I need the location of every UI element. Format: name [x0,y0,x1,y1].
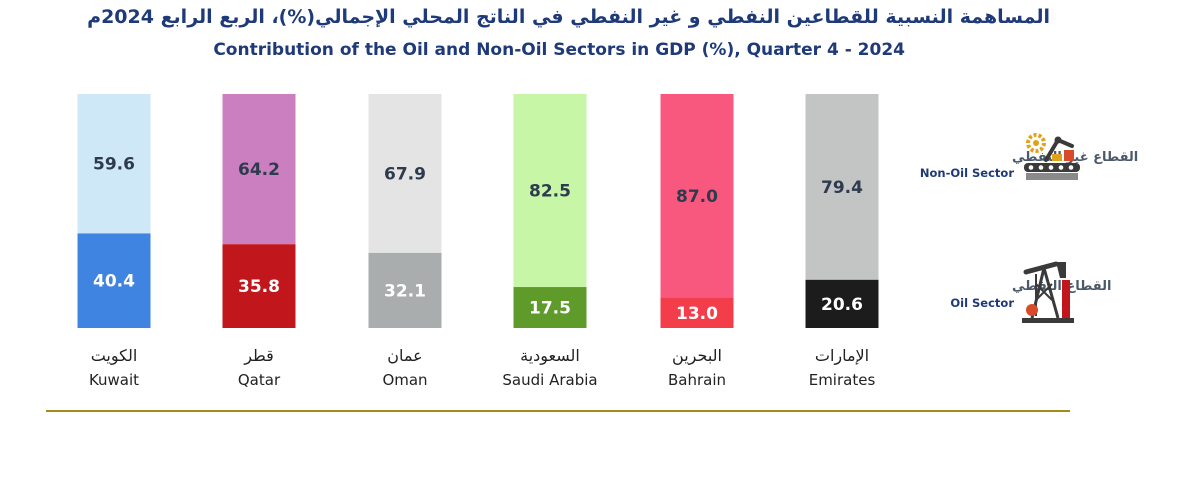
bar-oil-qatar [222,244,296,328]
category-label-en-kuwait: Kuwait [89,371,139,389]
legend-oil-ar: القطاع النفطي [1012,279,1111,294]
factory-robot-arm-icon [1024,133,1080,180]
label-non-oil-oman: 67.9 [384,164,426,184]
category-labels-group: الكويت Kuwait قطر Qatar عمان Oman السعودية Saud… [89,346,876,389]
bar-oil-saudi-arabia [513,287,587,328]
bar-non-oil-bahrain [660,94,734,298]
category-label-ar-emirates: الإمارات [815,346,869,366]
bar-non-oil-qatar [222,94,296,245]
category-label-en-qatar: Qatar [238,371,281,389]
label-oil-qatar: 35.8 [238,277,280,297]
bar-non-oil-kuwait [77,94,151,234]
bar-non-oil-oman [368,94,442,253]
label-non-oil-bahrain: 87.0 [676,187,718,207]
label-oil-saudi-arabia: 17.5 [529,299,571,319]
label-oil-bahrain: 13.0 [676,304,718,324]
legend: القطاع غير النفطي Non-Oil Sector القطاع … [920,133,1138,323]
category-label-en-emirates: Emirates [809,371,876,389]
legend-oil-en: Oil Sector [950,296,1014,310]
category-label-en-oman: Oman [382,371,427,389]
label-oil-kuwait: 40.4 [93,272,135,292]
bars-group: 59.6 40.4 64.2 35.8 67.9 32.1 82.5 17.5 87.0 13.0… [77,94,879,328]
legend-non-oil-ar: القطاع غير النفطي [1012,150,1138,165]
label-non-oil-kuwait: 59.6 [93,155,135,175]
label-oil-oman: 32.1 [384,281,426,301]
bar-non-oil-saudi-arabia [513,94,587,288]
oil-pump-jack-icon [1022,261,1074,323]
category-label-ar-kuwait: الكويت [91,346,138,366]
bar-oil-oman [368,252,442,328]
bar-oil-bahrain [660,297,734,328]
chart-title-arabic: المساهمة النسبية للقطاعين النفطي و غير ا… [87,6,1050,28]
category-label-ar-oman: عمان [387,346,422,365]
bar-oil-kuwait [77,233,151,328]
category-label-en-saudi-arabia: Saudi Arabia [502,371,597,389]
label-non-oil-emirates: 79.4 [821,178,863,198]
category-label-ar-bahrain: البحرين [672,346,722,366]
category-label-en-bahrain: Bahrain [668,371,726,389]
label-non-oil-qatar: 64.2 [238,160,280,180]
bar-non-oil-emirates [805,94,879,280]
label-non-oil-saudi-arabia: 82.5 [529,182,571,202]
legend-non-oil-en: Non-Oil Sector [920,166,1014,180]
category-label-ar-qatar: قطر [243,346,274,366]
label-oil-emirates: 20.6 [821,295,863,315]
chart-title-english: Contribution of the Oil and Non-Oil Sect… [213,40,905,60]
category-label-ar-saudi-arabia: السعودية [520,346,580,366]
bar-oil-emirates [805,279,879,328]
